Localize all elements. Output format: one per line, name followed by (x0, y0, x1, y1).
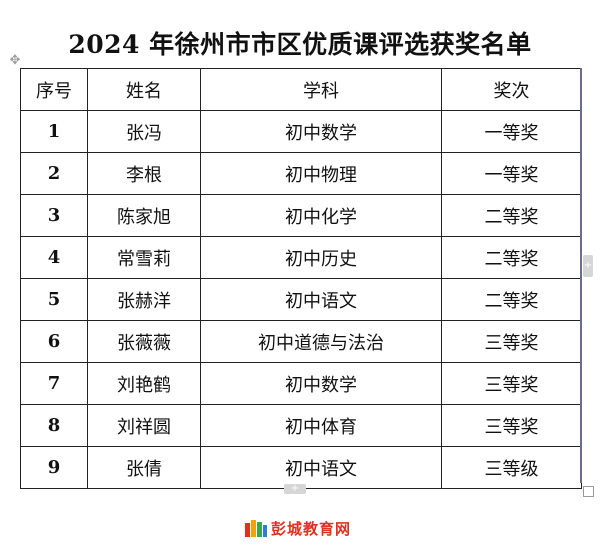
watermark-logo: 彭城教育网 (244, 516, 351, 540)
document-title: 2024 年徐州市市区优质课评选获奖名单 (68, 30, 532, 59)
cell-subject: 初中道德与法治 (200, 320, 442, 363)
cell-index: 4 (20, 236, 88, 279)
cell-subject: 初中语文 (200, 446, 442, 489)
cell-subject: 初中数学 (200, 362, 442, 405)
cell-index: 8 (20, 404, 88, 447)
header-subject: 学科 (200, 68, 442, 111)
cell-name: 张赫洋 (87, 278, 201, 321)
cell-name: 李根 (87, 152, 201, 195)
table-row: 7 刘艳鹤 初中数学 三等奖 (20, 362, 582, 405)
cell-award: 三等级 (441, 446, 582, 489)
add-column-icon[interactable]: + (284, 484, 306, 494)
add-row-icon[interactable]: + (583, 255, 593, 277)
cell-award: 三等奖 (441, 320, 582, 363)
cell-name: 张薇薇 (87, 320, 201, 363)
cell-name: 张冯 (87, 110, 201, 153)
resize-icon[interactable] (583, 486, 594, 497)
award-table: 序号 姓名 学科 奖次 1 张冯 初中数学 一等奖 2 李根 初中物理 一等奖 3 陈家旭 初中化学… (20, 68, 582, 489)
watermark-text: 彭城教育网 (271, 519, 352, 538)
cell-subject: 初中数学 (200, 110, 442, 153)
cell-name: 常雪莉 (87, 236, 201, 279)
cell-index: 5 (20, 278, 88, 321)
table-right-border (580, 68, 582, 483)
header-index: 序号 (20, 68, 88, 111)
table-header-row: 序号 姓名 学科 奖次 (20, 68, 582, 111)
cell-index: 3 (20, 194, 88, 237)
cell-subject: 初中体育 (200, 404, 442, 447)
header-award: 奖次 (441, 68, 582, 111)
table-row: 1 张冯 初中数学 一等奖 (20, 110, 582, 153)
cell-name: 张倩 (87, 446, 201, 489)
cell-subject: 初中语文 (200, 278, 442, 321)
cell-name: 刘艳鹤 (87, 362, 201, 405)
award-table-container: 序号 姓名 学科 奖次 1 张冯 初中数学 一等奖 2 李根 初中物理 一等奖 3 陈家旭 初中化学… (20, 68, 582, 489)
cell-award: 三等奖 (441, 362, 582, 405)
cell-award: 二等奖 (441, 194, 582, 237)
cell-index: 2 (20, 152, 88, 195)
table-row: 4 常雪莉 初中历史 二等奖 (20, 236, 582, 279)
cell-award: 一等奖 (441, 152, 582, 195)
cell-subject: 初中物理 (200, 152, 442, 195)
cell-index: 6 (20, 320, 88, 363)
table-row: 8 刘祥圆 初中体育 三等奖 (20, 404, 582, 447)
cell-award: 一等奖 (441, 110, 582, 153)
cell-index: 9 (20, 446, 88, 489)
table-row: 3 陈家旭 初中化学 二等奖 (20, 194, 582, 237)
cell-award: 二等奖 (441, 236, 582, 279)
cell-subject: 初中化学 (200, 194, 442, 237)
table-row: 2 李根 初中物理 一等奖 (20, 152, 582, 195)
cell-index: 1 (20, 110, 88, 153)
move-icon[interactable]: ✥ (9, 53, 21, 68)
cell-award: 三等奖 (441, 404, 582, 447)
book-logo-icon (245, 520, 267, 537)
header-name: 姓名 (87, 68, 201, 111)
cell-index: 7 (20, 362, 88, 405)
cell-subject: 初中历史 (200, 236, 442, 279)
table-row: 6 张薇薇 初中道德与法治 三等奖 (20, 320, 582, 363)
cell-name: 陈家旭 (87, 194, 201, 237)
cell-name: 刘祥圆 (87, 404, 201, 447)
table-row: 5 张赫洋 初中语文 二等奖 (20, 278, 582, 321)
cell-award: 二等奖 (441, 278, 582, 321)
table-row: 9 张倩 初中语文 三等级 (20, 446, 582, 489)
